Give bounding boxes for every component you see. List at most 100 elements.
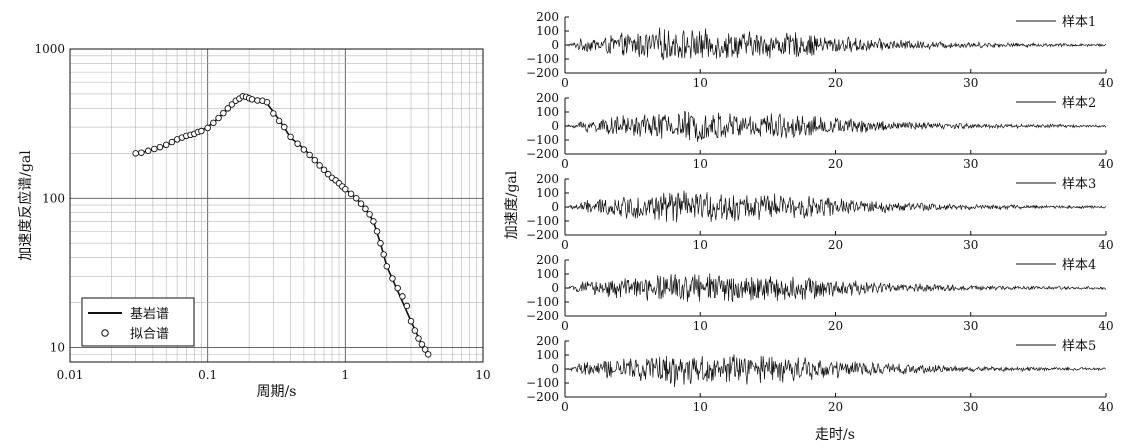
series-fitted-point	[281, 123, 288, 131]
panel-y-tick-label: 0	[551, 362, 559, 376]
series-fitted-point	[294, 140, 301, 147]
series-fitted-point	[138, 149, 145, 156]
series-fitted-point	[411, 327, 419, 334]
series-fitted-point	[394, 284, 401, 292]
panel-x-tick-label: 40	[1098, 400, 1113, 414]
panel-y-tick-label: 0	[551, 281, 559, 295]
panel-x-tick-label: 0	[561, 319, 569, 333]
left-y-axis-label: 加速度反应谱/gal	[17, 150, 34, 261]
panel-y-tick-label: 100	[536, 186, 559, 200]
panel-x-tick-label: 40	[1098, 319, 1113, 333]
left-y-tick-label: 1000	[34, 42, 65, 56]
series-fitted-point	[352, 195, 360, 202]
panel-y-tick-label: 0	[551, 119, 559, 133]
series-fitted-point	[324, 170, 332, 178]
series-fitted-point	[366, 211, 373, 218]
series-fitted-point	[380, 251, 387, 258]
panel-legend-label: 样本1	[1062, 15, 1096, 30]
series-fitted-point	[389, 275, 396, 282]
panel-x-tick-label: 10	[693, 157, 708, 171]
panel-x-tick-label: 0	[561, 238, 569, 252]
panel-y-tick-label: 200	[536, 253, 559, 267]
series-fitted-point	[407, 318, 415, 325]
panel-y-tick-label: 0	[551, 38, 559, 52]
left-y-tick-label: 100	[42, 191, 65, 205]
panel-y-tick-label: −100	[526, 133, 559, 147]
panel-x-tick-label: 10	[693, 319, 708, 333]
series-fitted-point	[342, 185, 349, 193]
panel-y-tick-label: 200	[536, 172, 559, 186]
legend-marker-swatch	[101, 329, 109, 337]
panel-x-tick-label: 10	[693, 76, 708, 90]
response-spectrum-chart: 0.01 0.1 1 10 10 100 1000 周期/s 加速度反应谱/gal 基岩谱 …	[17, 42, 491, 400]
series-fitted-point	[275, 117, 283, 125]
series-fitted-point	[162, 141, 170, 149]
panel-y-tick-label: −200	[526, 309, 559, 323]
left-tick-labels: 0.01 0.1 1 10 10 100 1000	[34, 42, 490, 382]
sample-3-trace	[564, 190, 1107, 223]
series-fitted-point	[424, 351, 432, 358]
panel-x-tick-label: 40	[1098, 238, 1113, 252]
panel-x-tick-label: 40	[1098, 76, 1113, 90]
series-fitted-point	[198, 127, 205, 135]
series-fitted-point	[418, 341, 426, 348]
series-fitted-point	[373, 228, 381, 235]
panel-y-tick-label: −100	[526, 214, 559, 228]
series-fitted-point	[383, 263, 391, 270]
panel-x-tick-label: 0	[561, 76, 569, 90]
series-fitted-point	[228, 101, 236, 108]
series-fitted-point	[204, 124, 211, 132]
series-fitted-point	[403, 302, 411, 310]
series-fitted-point	[377, 239, 384, 247]
series-fitted-point	[300, 146, 308, 153]
panel-legend-label: 样本3	[1062, 177, 1096, 192]
panel-y-tick-label: −100	[526, 295, 559, 309]
panel-y-tick-label: −200	[526, 228, 559, 242]
sample-2-trace	[564, 110, 1107, 142]
series-fitted-point	[215, 114, 222, 122]
legend-entry-fitted: 拟合谱	[130, 327, 169, 342]
series-fitted-point	[347, 190, 355, 198]
panel-y-tick-label: 200	[536, 334, 559, 348]
left-x-tick-label: 1	[342, 368, 350, 382]
left-plot-frame	[69, 48, 484, 363]
panel-x-tick-label: 10	[693, 400, 708, 414]
legend: 基岩谱 拟合谱	[81, 297, 195, 347]
panel-x-tick-label: 20	[828, 319, 843, 333]
series-fitted-point	[421, 346, 429, 353]
series-fitted-point	[144, 147, 152, 155]
panel-x-tick-label: 30	[963, 238, 978, 252]
panel-legend-label: 样本5	[1062, 339, 1096, 354]
panel-x-tick-label: 30	[963, 400, 978, 414]
sample-4-trace	[564, 273, 1107, 302]
right-x-axis-label: 走时/s	[815, 427, 855, 443]
left-x-tick-label: 0.1	[198, 368, 217, 382]
left-x-tick-label: 10	[475, 368, 490, 382]
series-fitted-point	[357, 200, 365, 207]
left-x-axis-label: 周期/s	[257, 384, 297, 400]
series-fitted-point	[248, 96, 256, 103]
sample-1-trace	[564, 27, 1107, 61]
panel-x-tick-label: 30	[963, 319, 978, 333]
left-y-tick-label: 10	[50, 341, 65, 355]
series-fitted-point	[311, 156, 319, 164]
series-fitted-point	[156, 143, 164, 151]
left-grid	[69, 49, 483, 363]
series-fitted-point	[370, 218, 377, 225]
left-series	[132, 93, 432, 358]
panel-y-tick-label: 200	[536, 10, 559, 24]
legend-box	[81, 297, 195, 347]
panel-y-tick-label: 100	[536, 24, 559, 38]
panel-x-tick-label: 20	[828, 76, 843, 90]
series-fitted-point	[287, 133, 294, 141]
series-fitted-point	[306, 151, 313, 159]
series-fitted-point	[132, 150, 139, 157]
series-fitted-point	[320, 166, 328, 174]
panel-x-tick-label: 30	[963, 76, 978, 90]
panel-y-tick-label: −200	[526, 147, 559, 161]
